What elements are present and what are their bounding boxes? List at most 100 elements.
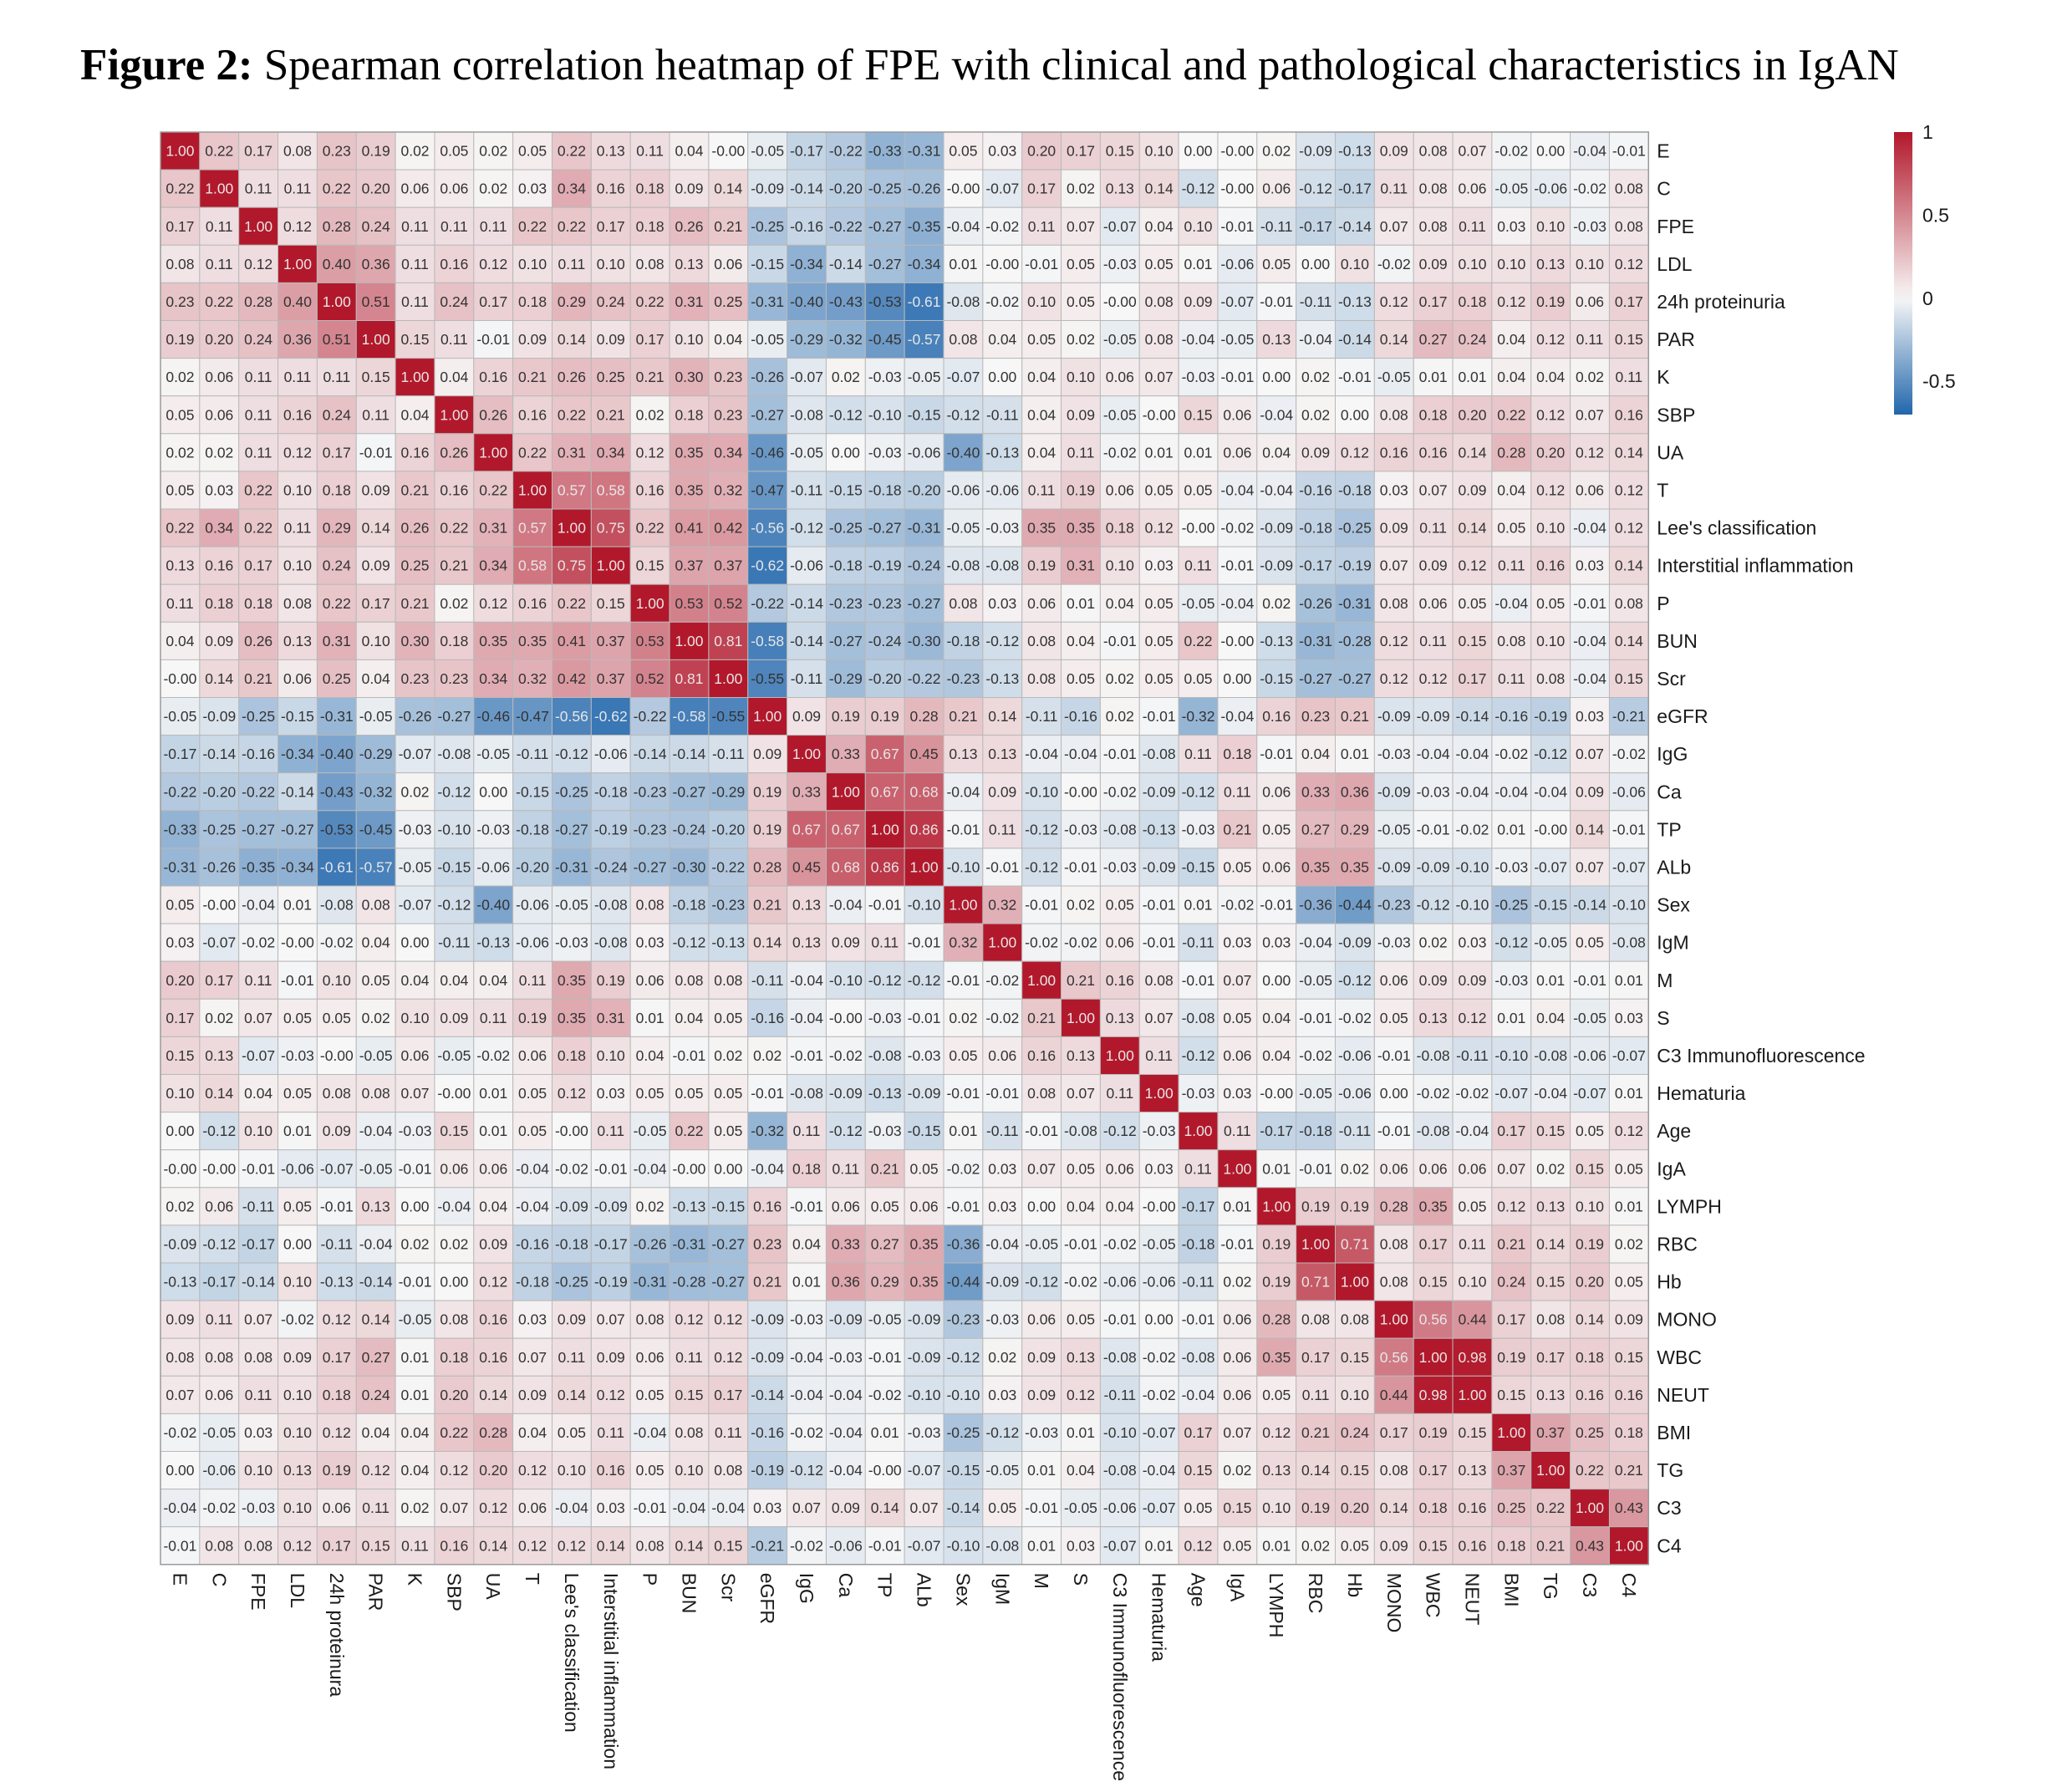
cell-value-label: 0.08 [675,972,703,989]
cell-value-label: 0.41 [675,520,703,537]
cell-value-label: 0.05 [1576,934,1604,951]
cell-value-label: -0.04 [1494,595,1528,612]
cell-value-label: 0.11 [1419,633,1447,649]
cell-value-label: -0.01 [1103,746,1137,762]
heatmap-cell [1021,282,1062,321]
cell-value-label: 0.02 [479,181,507,197]
cell-value-label: 0.03 [753,1499,782,1516]
cell-value-label: 0.10 [1576,1198,1604,1214]
cell-value-label: 0.05 [362,972,390,989]
cell-value-label: 0.12 [1615,256,1643,272]
column-label-t: T [522,1573,543,1585]
cell-value-label: 0.22 [323,181,351,197]
cell-value-label: 0.03 [597,1499,625,1516]
heatmap-cell [1608,433,1649,472]
cell-value-label: -0.08 [1182,1349,1215,1366]
legend-tick-label: 0 [1922,288,1933,309]
cell-value-label: 0.09 [362,557,390,574]
cell-value-label: -0.06 [516,897,549,914]
cell-value-label: -0.08 [1103,821,1137,837]
cell-value-label: -0.00 [868,1462,902,1479]
cell-value-label: -0.03 [399,821,432,837]
cell-value-label: 0.05 [1576,1123,1604,1139]
cell-value-label: 0.17 [1497,1123,1525,1139]
cell-value-label: 0.15 [675,1387,703,1403]
heatmap-cell [1256,471,1297,510]
cell-value-label: 0.04 [400,1462,429,1479]
heatmap-cell [473,282,514,321]
cell-value-label: 0.52 [714,595,742,612]
cell-value-label: 0.26 [244,633,272,649]
cell-value-label: 0.37 [597,633,625,649]
cell-value-label: -0.08 [1103,1462,1137,1479]
cell-value-label: 0.32 [518,670,547,687]
cell-value-label: 0.08 [636,1537,664,1554]
cell-value-label: 0.08 [1615,218,1643,235]
cell-value-label: -0.55 [711,708,745,725]
cell-value-label: 0.14 [558,1387,586,1403]
cell-value-label: -0.09 [1417,858,1450,875]
cell-value-label: -0.07 [908,1537,941,1554]
cell-value-label: 0.16 [440,481,468,498]
cell-value-label: 0.14 [1458,520,1486,537]
cell-value-label: 0.16 [597,1462,625,1479]
heatmap-cell [316,395,357,435]
cell-value-label: 0.04 [1067,633,1095,649]
cell-value-label: -0.14 [790,633,823,649]
cell-value-label: 0.14 [558,331,586,348]
cell-value-label: 0.56 [1380,1349,1408,1366]
cell-value-label: 0.12 [283,218,312,235]
cell-value-label: 0.12 [283,1537,312,1554]
cell-value-label: -0.12 [1025,821,1058,837]
cell-value-label: 0.02 [479,143,507,160]
cell-value-label: 0.03 [1615,1010,1643,1026]
heatmap-cell [1608,282,1649,321]
cell-value-label: 0.17 [165,218,194,235]
cell-value-label: 0.05 [165,897,194,914]
cell-value-label: -0.55 [751,670,784,687]
cell-value-label: 0.05 [323,1010,351,1026]
cell-value-label: 0.07 [1380,218,1408,235]
cell-value-label: 0.01 [479,1085,507,1102]
heatmap-cell [1413,320,1454,359]
cell-value-label: 0.06 [518,1499,547,1516]
cell-value-label: 0.17 [479,293,507,310]
cell-value-label: 0.22 [636,293,664,310]
cell-value-label: 1.00 [988,934,1016,951]
row-label-ca: Ca [1657,781,1682,802]
cell-value-label: -0.13 [868,1085,902,1102]
heatmap-cell [943,244,984,283]
cell-value-label: -0.23 [946,1311,980,1328]
heatmap-cell [1491,358,1532,397]
cell-value-label: 1.00 [597,557,625,574]
column-label-e: E [169,1573,191,1586]
heatmap-cell [864,358,905,397]
cell-value-label: -0.53 [868,293,902,310]
cell-value-label: 0.02 [1536,1160,1565,1177]
cell-value-label: 0.13 [1536,1387,1565,1403]
cell-value-label: 0.02 [1067,181,1095,197]
cell-value-label: 0.11 [206,1311,233,1328]
cell-value-label: -0.00 [1220,143,1254,160]
cell-value-label: -0.27 [868,520,902,537]
cell-value-label: -0.15 [908,406,941,423]
cell-value-label: 0.11 [245,181,272,197]
cell-value-label: 0.12 [1536,481,1565,498]
cell-value-label: 0.10 [1145,143,1174,160]
cell-value-label: 0.03 [1223,934,1251,951]
cell-value-label: -0.11 [1300,293,1332,310]
heatmap-cell [1452,244,1493,283]
heatmap-cell [1530,433,1571,472]
cell-value-label: 0.20 [479,1462,507,1479]
cell-value-label: -0.12 [555,746,588,762]
cell-value-label: 0.51 [323,331,351,348]
cell-value-label: 0.09 [205,633,233,649]
cell-value-label: 0.07 [1576,746,1604,762]
cell-value-label: 0.06 [1223,1047,1251,1064]
cell-value-label: 0.24 [1341,1424,1369,1441]
cell-value-label: -0.17 [790,143,823,160]
cell-value-label: -0.18 [555,1235,588,1252]
cell-value-label: 0.19 [362,143,390,160]
cell-value-label: -0.11 [986,1123,1019,1139]
cell-value-label: 0.09 [1380,1537,1408,1554]
